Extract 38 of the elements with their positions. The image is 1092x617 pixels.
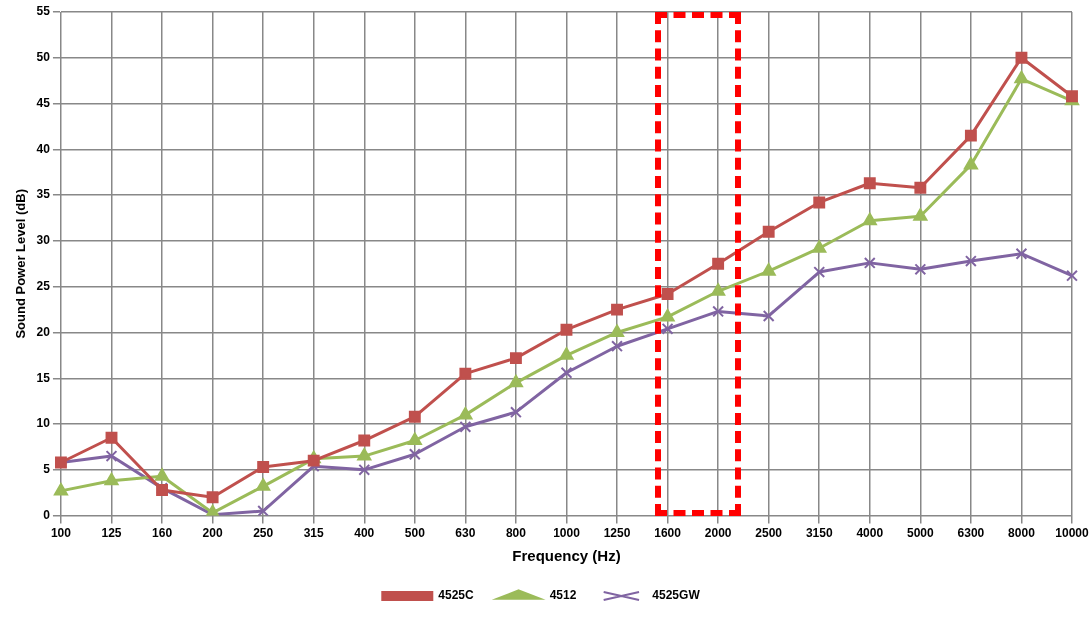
x-tick-label: 1000: [553, 526, 581, 541]
legend-label: 4525GW: [652, 588, 701, 603]
x-tick-label: 3150: [805, 526, 833, 541]
legend-label: 4512: [549, 588, 577, 603]
x-tick-label: 8000: [1008, 526, 1036, 541]
x-tick-label: 160: [152, 526, 173, 541]
x-tick-label: 1250: [603, 526, 631, 541]
x-tick-label: 800: [505, 526, 527, 541]
x-tick-label: 2500: [755, 526, 783, 541]
x-tick-label: 630: [455, 526, 476, 541]
y-tick-label: 25: [36, 279, 51, 293]
x-tick-label: 1600: [654, 526, 682, 541]
y-tick-label: 30: [36, 233, 51, 248]
y-tick-label: 45: [36, 95, 51, 110]
x-tick-label: 2000: [704, 526, 732, 541]
x-tick-label: 6300: [957, 526, 985, 541]
y-axis-title: Sound Power Level (dB): [13, 189, 29, 339]
x-tick-label: 400: [354, 526, 375, 541]
y-tick-label: 35: [36, 187, 51, 202]
x-tick-label: 125: [101, 526, 122, 541]
x-tick-label: 500: [404, 526, 426, 541]
legend-label: 4525C: [438, 588, 474, 603]
x-tick-label: 4000: [856, 526, 884, 541]
y-tick-label: 15: [36, 370, 51, 385]
x-tick-label: 250: [253, 526, 274, 541]
x-tick-label: 100: [50, 526, 72, 541]
x-tick-label: 10000: [1055, 526, 1090, 541]
x-axis-title: Frequency (Hz): [512, 547, 621, 565]
y-tick-label: 20: [36, 324, 51, 339]
x-tick-label: 315: [303, 526, 325, 541]
y-tick-label: 55: [36, 4, 51, 19]
y-tick-label: 10: [36, 416, 51, 431]
x-tick-label: 5000: [906, 526, 935, 541]
y-tick-label: 5: [43, 462, 51, 477]
y-tick-label: 40: [36, 141, 51, 156]
y-tick-label: 0: [43, 507, 51, 522]
y-tick-label: 50: [36, 50, 51, 65]
x-tick-label: 200: [202, 526, 223, 541]
